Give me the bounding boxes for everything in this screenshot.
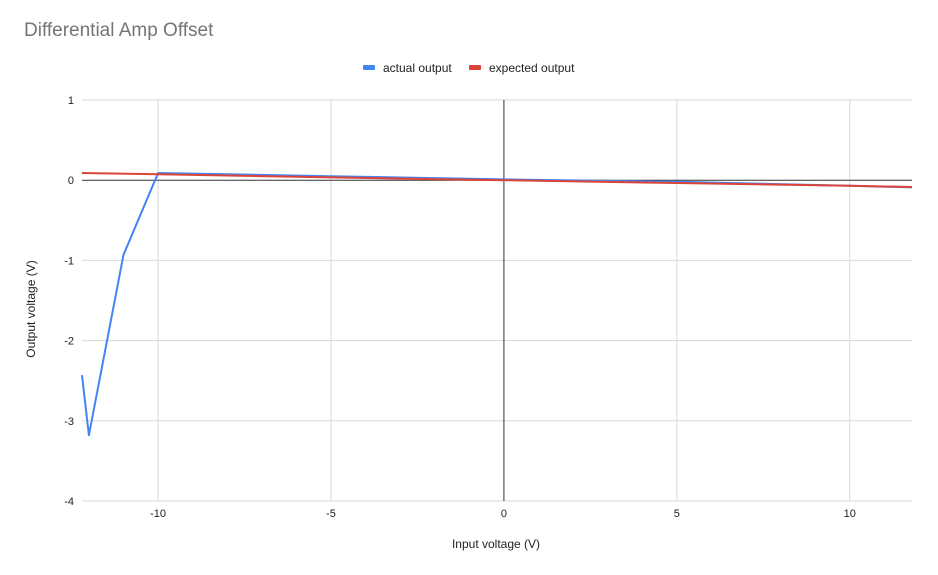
x-tick-label: 5 [674,508,680,520]
y-tick-label: -1 [64,255,74,267]
series-line-actual-output [81,172,913,437]
legend: actual output expected output [363,61,575,75]
x-tick-label: -5 [326,508,336,520]
x-tick-label: 0 [501,508,507,520]
series-line-expected-output [81,172,913,188]
y-tick-label: -2 [64,336,74,348]
y-axis-label: Output voltage (V) [24,260,38,357]
chart-title: Differential Amp Offset [24,20,214,41]
x-tick-label: -10 [150,508,166,520]
series-lines [81,172,913,437]
gridlines [82,99,912,502]
x-tick-label: 10 [844,508,856,520]
x-axis-label: Input voltage (V) [452,537,540,551]
legend-swatch [469,65,481,70]
tick-labels: 10-1-2-3-4-10 -5 0 5 10 [64,95,856,520]
y-tick-label: -4 [64,496,74,508]
y-tick-label: 0 [68,175,74,187]
axes [82,100,912,501]
legend-swatch [363,65,375,70]
y-tick-label: 1 [68,95,74,107]
legend-label: expected output [489,61,575,75]
legend-label: actual output [383,61,452,75]
y-tick-label: -3 [64,416,74,428]
